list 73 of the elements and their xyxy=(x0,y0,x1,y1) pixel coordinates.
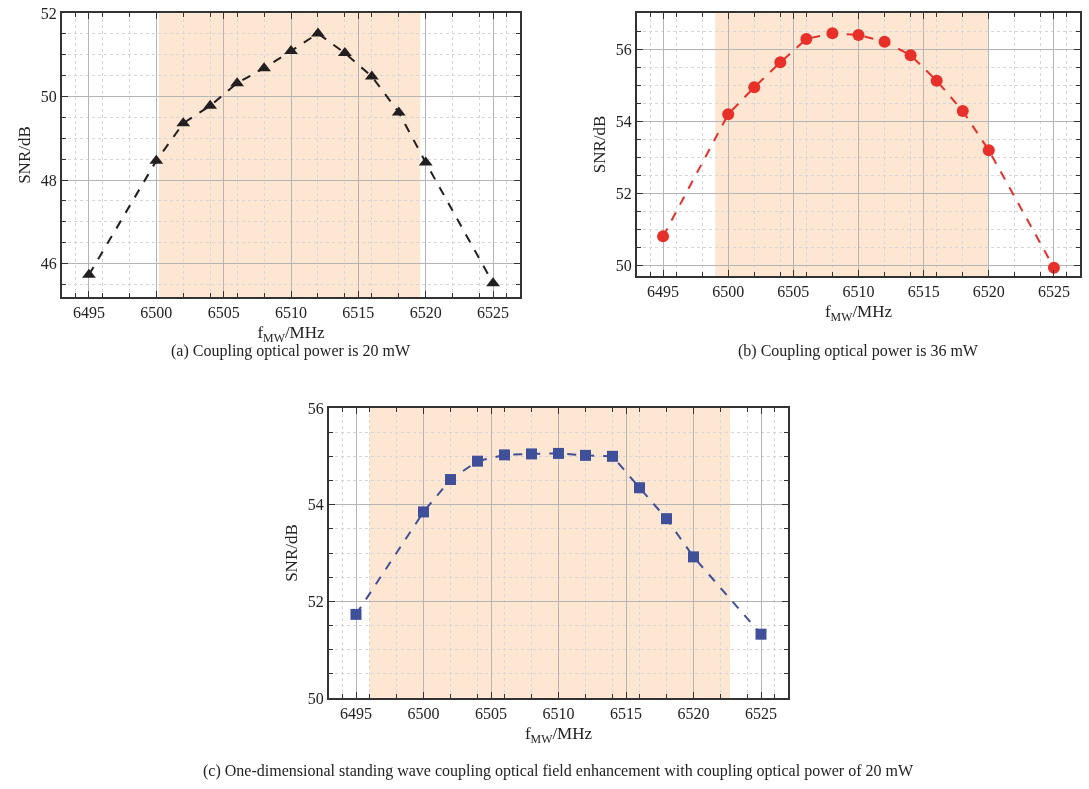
point xyxy=(634,482,645,494)
x-tick-label: 6495 xyxy=(647,283,680,301)
y-tick-label: 46 xyxy=(40,255,57,273)
point xyxy=(800,32,813,45)
y-tick-label: 48 xyxy=(40,171,57,189)
y-tick-label: 52 xyxy=(40,4,57,22)
x-tick-label: 6500 xyxy=(712,283,745,301)
x-tick-label: 6520 xyxy=(972,283,1005,301)
y-tick-label: 50 xyxy=(615,256,632,274)
point xyxy=(445,474,456,486)
x-tick-label: 6510 xyxy=(842,283,875,301)
x-tick-label: 6495 xyxy=(340,705,372,723)
x-axis-title: f$_{MW}$/MHz xyxy=(824,302,893,324)
x-tick-label: 6510 xyxy=(275,304,307,322)
y-tick-label: 50 xyxy=(40,88,57,106)
x-tick-label: 6515 xyxy=(610,705,642,723)
point xyxy=(878,35,891,48)
y-tick-label: 50 xyxy=(307,689,324,707)
point xyxy=(486,277,500,287)
point xyxy=(499,449,510,461)
point xyxy=(688,551,699,563)
y-axis-title: SNR/dB xyxy=(14,126,34,184)
x-tick-label: 6505 xyxy=(475,705,507,723)
text: (b) Coupling optical power is 36 mW xyxy=(738,342,979,360)
x-tick-label: 6520 xyxy=(409,304,442,322)
y-tick-label: 54 xyxy=(615,112,632,130)
text: (c) One-dimensional standing wave coupling optical field enhancement with coupling optical power of 20 mW xyxy=(203,762,914,780)
x-tick-label: 6510 xyxy=(542,705,575,723)
point xyxy=(257,62,271,72)
point xyxy=(661,513,672,525)
text: (a) Coupling optical power is 20 mW xyxy=(171,342,411,360)
point xyxy=(350,608,362,620)
point xyxy=(982,144,995,157)
y-tick-label: 54 xyxy=(307,496,324,514)
point xyxy=(774,56,787,69)
point xyxy=(472,455,483,467)
x-tick-label: 6500 xyxy=(407,705,440,723)
x-tick-label: 6525 xyxy=(1037,283,1070,301)
point xyxy=(657,230,670,243)
x-tick-label: 6520 xyxy=(677,705,710,723)
x-tick-label: 6525 xyxy=(745,705,777,723)
point xyxy=(418,506,429,518)
point xyxy=(311,27,325,37)
x-tick-label: 6525 xyxy=(477,304,510,322)
y-tick-label: 52 xyxy=(615,184,632,202)
y-tick-label: 56 xyxy=(307,399,324,417)
y-tick-label: 52 xyxy=(307,592,324,610)
point xyxy=(1047,261,1060,274)
point xyxy=(526,448,537,460)
x-tick-label: 6505 xyxy=(207,304,240,322)
point xyxy=(852,28,865,41)
y-tick-label: 56 xyxy=(615,40,632,58)
point xyxy=(553,447,564,459)
point xyxy=(755,628,767,640)
point xyxy=(826,27,839,40)
point xyxy=(284,45,298,55)
x-tick-label: 6500 xyxy=(140,304,173,322)
point xyxy=(580,449,591,461)
y-axis-title: SNR/dB xyxy=(589,115,609,174)
x-axis-title: f$_{MW}$/MHz xyxy=(257,323,326,345)
point xyxy=(930,74,943,87)
x-tick-label: 6505 xyxy=(777,283,810,301)
x-tick-label: 6515 xyxy=(342,304,375,322)
point xyxy=(82,268,96,278)
x-tick-label: 6495 xyxy=(72,304,105,322)
point xyxy=(904,49,917,62)
y-axis-title: SNR/dB xyxy=(281,524,301,582)
point xyxy=(748,81,761,94)
x-axis-title: f$_{MW}$/MHz xyxy=(524,724,593,746)
point xyxy=(956,104,969,117)
point xyxy=(722,108,735,121)
point xyxy=(607,450,618,462)
x-tick-label: 6515 xyxy=(907,283,940,301)
